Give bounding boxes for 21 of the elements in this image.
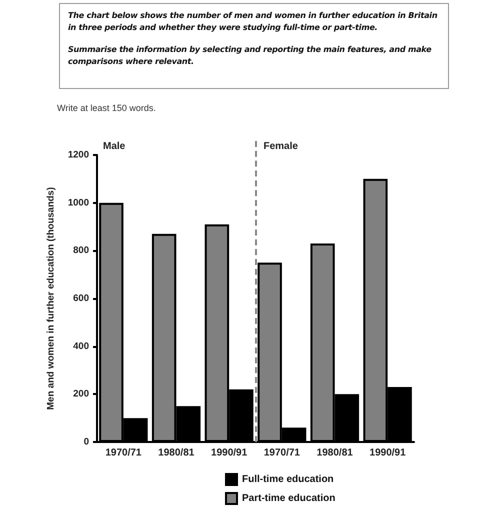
y-tick-label: 1000 bbox=[68, 197, 89, 208]
chart-subtitle: Summarise the information by selecting and reporting the main features, and make comparisons where relevant. bbox=[68, 44, 432, 68]
text: Write at least 150 words. bbox=[57, 103, 156, 113]
y-axis-title: Men and women in further education (thousands) bbox=[45, 187, 56, 410]
legend-label: Part-time education bbox=[242, 493, 336, 504]
chart-title: The chart below shows the number of men and women in further education in Britain in three periods and whether they were studying full-time or part-time. bbox=[68, 10, 438, 34]
y-tick-label: 400 bbox=[73, 340, 89, 352]
x-tick-label: 1970/71 bbox=[105, 448, 142, 458]
x-tick-label: 1980/81 bbox=[158, 448, 195, 458]
y-tick-label: 800 bbox=[73, 245, 89, 256]
y-tick-label: 1200 bbox=[68, 150, 89, 160]
x-tick-label: 1990/91 bbox=[211, 448, 248, 458]
x-tick-label: 1990/91 bbox=[370, 448, 406, 458]
legend-label: Full-time education bbox=[242, 474, 334, 485]
text: Male bbox=[103, 141, 126, 152]
text: Female bbox=[264, 141, 298, 152]
x-tick-label: 1970/71 bbox=[264, 448, 300, 458]
y-tick-label: 0 bbox=[84, 436, 89, 448]
y-tick-label: 200 bbox=[73, 388, 89, 400]
x-tick-label: 1980/81 bbox=[316, 448, 354, 458]
y-tick-label: 600 bbox=[73, 293, 89, 304]
